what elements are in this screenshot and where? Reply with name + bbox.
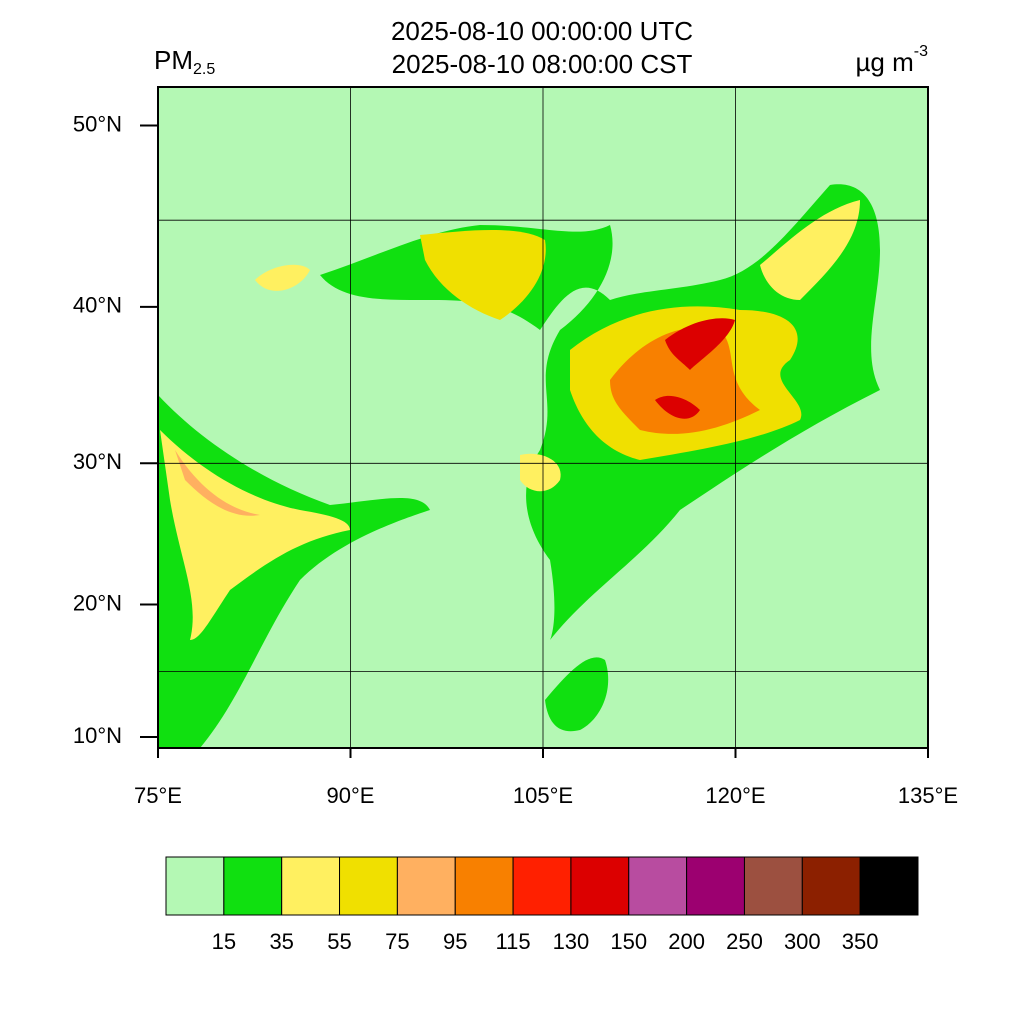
colorbar-swatch	[454, 856, 514, 916]
unit-sup: -3	[914, 43, 928, 60]
colorbar-label: 95	[443, 929, 467, 954]
colorbar-label: 150	[610, 929, 647, 954]
colorbar-label: 35	[269, 929, 293, 954]
colorbar-label: 15	[212, 929, 236, 954]
title-utc: 2025-08-10 00:00:00 UTC	[391, 16, 693, 46]
colorbar-swatch	[801, 856, 861, 916]
colorbar-label: 300	[784, 929, 821, 954]
unit-label: µg m-3	[855, 43, 928, 77]
axes: 75°E 90°E 105°E 120°E 135°E 10°N 20°N 30°N 40°N 5…	[73, 111, 958, 807]
title-cst: 2025-08-10 08:00:00 CST	[392, 49, 693, 79]
variable-main: PM	[154, 45, 193, 75]
x-tick-label: 90°E	[327, 783, 375, 808]
variable-sub: 2.5	[193, 61, 215, 78]
x-tick-label: 105°E	[513, 783, 573, 808]
variable-label: PM2.5	[154, 45, 215, 78]
field-area	[655, 318, 735, 419]
colorbar-label: 75	[385, 929, 409, 954]
grid	[158, 87, 928, 748]
colorbar-label: 130	[553, 929, 590, 954]
colorbar-swatch	[686, 856, 745, 916]
y-tick-label: 30°N	[73, 449, 122, 474]
x-tick-label: 120°E	[705, 783, 765, 808]
colorbar-label: 250	[726, 929, 763, 954]
colorbar-label: 350	[842, 929, 879, 954]
colorbar-swatch	[223, 856, 283, 916]
colorbar-swatch	[570, 856, 630, 916]
colorbar-label: 115	[496, 929, 531, 954]
colorbar: 15 35 55 75 95 115 130 150 200 250 300 350	[165, 856, 919, 954]
y-tick-label: 10°N	[73, 723, 122, 748]
x-tick-label: 75°E	[134, 783, 182, 808]
colorbar-swatch	[628, 856, 688, 916]
field-area	[255, 264, 310, 291]
y-tick-label: 40°N	[73, 293, 122, 318]
colorbar-swatch	[859, 856, 919, 916]
colorbar-swatch	[512, 856, 572, 916]
colorbar-swatch	[339, 856, 398, 916]
field-area	[420, 230, 546, 320]
field-area	[610, 327, 760, 434]
colorbar-label: 55	[327, 929, 351, 954]
x-tick-label: 135°E	[898, 783, 958, 808]
y-tick-label: 50°N	[73, 111, 122, 136]
y-tick-label: 20°N	[73, 590, 122, 615]
field-area	[760, 200, 860, 300]
field-area	[160, 430, 350, 640]
field-area	[545, 657, 609, 732]
colorbar-swatch	[396, 856, 456, 916]
field-area	[175, 450, 260, 516]
unit-main: µg m	[855, 47, 913, 77]
colorbar-swatch	[281, 856, 341, 916]
colorbar-swatch	[165, 856, 225, 916]
colorbar-label: 200	[668, 929, 705, 954]
colorbar-swatch	[743, 856, 803, 916]
